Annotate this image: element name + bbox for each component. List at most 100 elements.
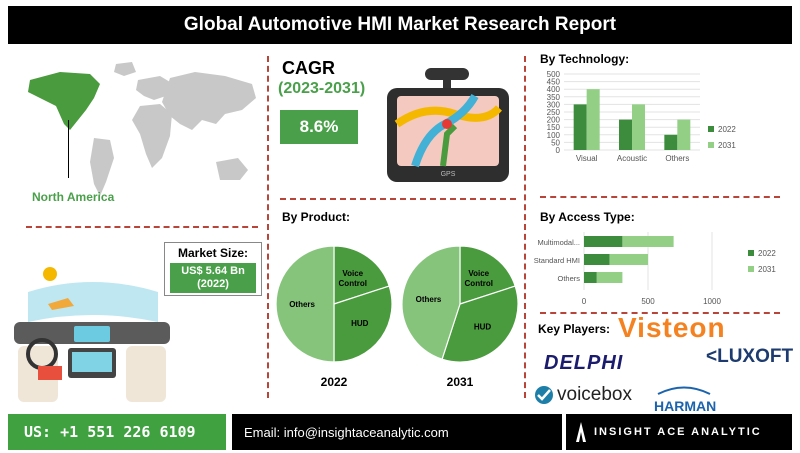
voicebox-mark-icon bbox=[535, 386, 553, 404]
footer-phone: US: +1 551 226 6109 bbox=[8, 414, 226, 450]
divider-middle bbox=[280, 198, 516, 200]
y-tick-label: 50 bbox=[551, 138, 560, 147]
market-size-amount: US$ 5.64 Bn bbox=[181, 265, 245, 277]
bar-2031-Multimodal... bbox=[622, 236, 674, 247]
voicebox-logo: voicebox bbox=[534, 384, 632, 406]
car-dashboard-illustration bbox=[14, 267, 170, 402]
bar-2031-Acoustic bbox=[632, 104, 645, 150]
harman-arc-icon bbox=[657, 386, 711, 395]
slice-label: Control bbox=[465, 279, 493, 288]
y-tick-label: 300 bbox=[547, 100, 561, 109]
y-tick-label: 200 bbox=[547, 116, 561, 125]
legend-swatch-2031 bbox=[748, 266, 754, 272]
access-title: By Access Type: bbox=[540, 210, 635, 224]
cagr-range: (2023-2031) bbox=[278, 80, 366, 97]
map-pointer bbox=[68, 120, 69, 178]
title-bar: Global Automotive HMI Market Research Re… bbox=[8, 6, 792, 44]
x-tick-label: 500 bbox=[641, 297, 655, 306]
y-tick-label: 0 bbox=[556, 146, 561, 155]
y-tick-label: 150 bbox=[547, 123, 561, 132]
gps-device-icon: GPS bbox=[387, 68, 509, 182]
harman-logo: HARMAN bbox=[654, 382, 716, 414]
bar-2022-Visual bbox=[573, 104, 587, 150]
cagr-title: CAGR bbox=[282, 58, 335, 78]
x-tick-label: 1000 bbox=[703, 297, 721, 306]
y-tick-label: Others bbox=[557, 274, 580, 283]
divider-left bbox=[26, 226, 258, 228]
slice-hud bbox=[333, 285, 393, 363]
legend-label: 2031 bbox=[758, 265, 776, 274]
x-tick-label: Acoustic bbox=[617, 154, 647, 163]
delphi-logo: DELPHI bbox=[544, 352, 624, 374]
market-size-year: (2022) bbox=[197, 278, 229, 290]
y-tick-label: Standard HMI bbox=[534, 256, 580, 265]
bar-2022-Others bbox=[584, 272, 597, 283]
region-label: North America bbox=[32, 190, 115, 204]
legend-label: 2022 bbox=[718, 125, 736, 134]
technology-title: By Technology: bbox=[540, 52, 630, 66]
legend-label: 2022 bbox=[758, 249, 776, 258]
bar-2022-Standard HMI bbox=[584, 254, 610, 265]
y-tick-label: 500 bbox=[547, 70, 561, 79]
divider-right-top bbox=[540, 196, 780, 198]
cagr-value: 8.6% bbox=[280, 110, 358, 144]
visteon-logo: Visteon bbox=[618, 312, 726, 343]
bar-2031-Others bbox=[596, 272, 623, 283]
bar-2031-Visual bbox=[586, 89, 600, 150]
slice-label: HUD bbox=[351, 319, 369, 328]
slice-others bbox=[275, 245, 335, 363]
divider-vertical-left bbox=[267, 56, 269, 398]
divider-right-bottom bbox=[540, 312, 780, 314]
x-tick-label: Others bbox=[665, 154, 689, 163]
slice-label: Voice bbox=[468, 269, 489, 278]
slice-label: Others bbox=[416, 295, 442, 304]
bar-2022-Others bbox=[664, 134, 678, 150]
legend-label: 2031 bbox=[718, 141, 736, 150]
luxoft-logo-text: LUXOFT bbox=[717, 346, 794, 367]
market-size-label: Market Size: bbox=[177, 246, 249, 260]
slice-voice-control bbox=[459, 245, 516, 305]
slice-hud bbox=[441, 285, 519, 363]
product-title: By Product: bbox=[282, 210, 351, 224]
legend-swatch-2022 bbox=[748, 250, 754, 256]
voicebox-logo-text: voicebox bbox=[557, 384, 632, 405]
access-bar-chart: 0 500 1000 Multimodal... Standard HMI Others 2… bbox=[534, 232, 776, 306]
bar-2022-Multimodal... bbox=[584, 236, 623, 247]
pie-year-label: 2031 bbox=[447, 375, 474, 389]
page-title: Global Automotive HMI Market Research Re… bbox=[183, 14, 617, 35]
x-tick-label: 0 bbox=[582, 297, 587, 306]
slice-voice-control bbox=[333, 245, 390, 305]
footer-brand-text: INSIGHT ACE ANALYTIC bbox=[594, 426, 762, 438]
gps-label: GPS bbox=[441, 171, 456, 178]
legend-swatch-2031 bbox=[708, 142, 714, 148]
y-tick-label: 100 bbox=[547, 131, 561, 140]
legend-swatch-2022 bbox=[708, 126, 714, 132]
slice-label: HUD bbox=[474, 323, 492, 332]
market-size-box: Market Size: US$ 5.64 Bn (2022) bbox=[164, 242, 262, 296]
y-tick-label: 350 bbox=[547, 93, 561, 102]
y-tick-label: Multimodal... bbox=[537, 238, 580, 247]
bar-2031-Standard HMI bbox=[609, 254, 648, 265]
divider-vertical-right bbox=[524, 56, 526, 398]
y-tick-label: 450 bbox=[547, 78, 561, 87]
slice-others bbox=[401, 245, 461, 360]
world-map bbox=[28, 62, 256, 196]
players-title: Key Players: bbox=[538, 322, 611, 336]
footer-email[interactable]: Email: info@insightaceanalytic.com bbox=[232, 414, 562, 450]
north-america-shape bbox=[28, 72, 100, 130]
pie-year-label: 2022 bbox=[321, 375, 348, 389]
bar-2022-Acoustic bbox=[619, 119, 632, 150]
x-tick-label: Visual bbox=[576, 154, 598, 163]
slice-label: Control bbox=[339, 279, 367, 288]
bar-2031-Others bbox=[677, 119, 691, 150]
slice-label: Others bbox=[289, 300, 315, 309]
harman-logo-text: HARMAN bbox=[654, 398, 717, 414]
brand-logo-icon bbox=[576, 422, 586, 442]
y-tick-label: 250 bbox=[547, 108, 561, 117]
footer-brand: INSIGHT ACE ANALYTIC bbox=[566, 414, 792, 450]
luxoft-logo: <LUXOFT bbox=[706, 346, 794, 367]
